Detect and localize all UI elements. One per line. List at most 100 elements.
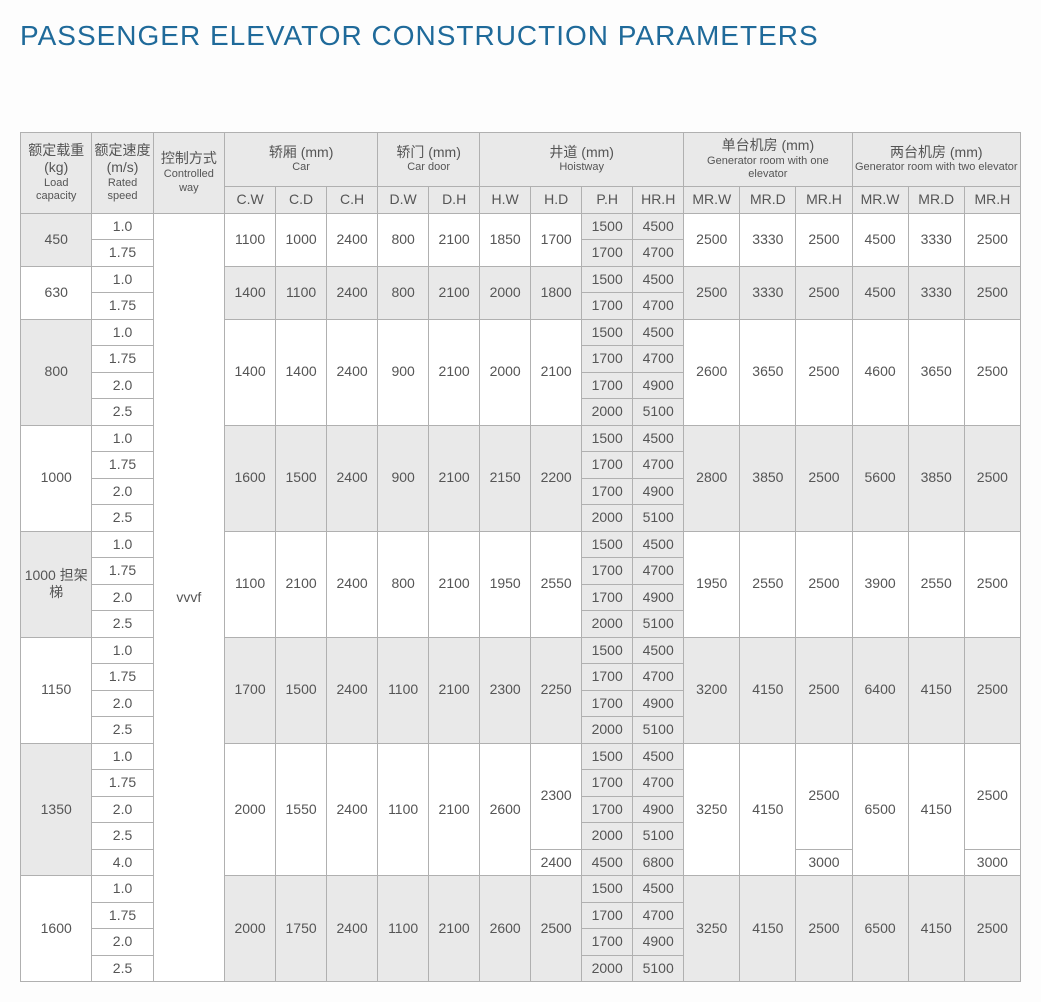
cell: 2300 — [480, 637, 531, 743]
cell: 1700 — [582, 558, 633, 585]
cell: 2500 — [964, 266, 1020, 319]
cell: 2.5 — [92, 399, 153, 426]
cell: 6400 — [852, 637, 908, 743]
cell: 2.5 — [92, 955, 153, 982]
parameters-table: 额定载重 (kg)Load capacity 额定速度 (m/s)Rated s… — [20, 132, 1021, 982]
cell: 4900 — [633, 372, 684, 399]
cell: 4700 — [633, 346, 684, 373]
cell: 2.0 — [92, 796, 153, 823]
cell: 3250 — [684, 876, 740, 982]
cell: 2500 — [964, 213, 1020, 266]
table-row: 4501.0vvvf110010002400800210018501700150… — [21, 213, 1021, 240]
cell: 2000 — [582, 505, 633, 532]
cell: 2.5 — [92, 611, 153, 638]
cell: 2500 — [964, 425, 1020, 531]
sub-hw: H.W — [480, 187, 531, 214]
cell: 3850 — [740, 425, 796, 531]
cell: 2000 — [225, 876, 276, 982]
cell: 800 — [21, 319, 92, 425]
cell: 1700 — [582, 796, 633, 823]
cell: 1400 — [225, 266, 276, 319]
cell: 2.5 — [92, 823, 153, 850]
cell: 2500 — [684, 266, 740, 319]
cell: 1700 — [582, 372, 633, 399]
cell: 1500 — [582, 319, 633, 346]
cell: 2300 — [531, 743, 582, 849]
cell: 1100 — [225, 531, 276, 637]
cell: 4900 — [633, 690, 684, 717]
cell: 2100 — [429, 266, 480, 319]
cell: 3330 — [908, 266, 964, 319]
cell: 800 — [378, 531, 429, 637]
cell: 1100 — [378, 637, 429, 743]
cell: 2500 — [796, 266, 852, 319]
cell: 800 — [378, 213, 429, 266]
cell: 1700 — [582, 478, 633, 505]
cell: 1100 — [378, 876, 429, 982]
cell: 2500 — [964, 743, 1020, 849]
cell: 2550 — [908, 531, 964, 637]
cell: 2100 — [429, 213, 480, 266]
cell: 2400 — [327, 425, 378, 531]
cell: 1500 — [582, 425, 633, 452]
cell: 4500 — [633, 425, 684, 452]
cell: 6500 — [852, 876, 908, 982]
cell: 630 — [21, 266, 92, 319]
cell: 4500 — [633, 876, 684, 903]
cell: 4900 — [633, 478, 684, 505]
sub-cw: C.W — [225, 187, 276, 214]
cell: 4700 — [633, 240, 684, 267]
cell: 2550 — [740, 531, 796, 637]
cell: 1000 担架梯 — [21, 531, 92, 637]
cell: 2000 — [582, 717, 633, 744]
cell: 4150 — [740, 743, 796, 876]
cell: 2500 — [964, 876, 1020, 982]
hdr-gen2: 两台机房 (mm)Generator room with two elevato… — [852, 133, 1020, 187]
cell: 4150 — [908, 743, 964, 876]
cell: 2000 — [225, 743, 276, 876]
cell: 1500 — [582, 531, 633, 558]
cell: 1700 — [582, 452, 633, 479]
cell: 2500 — [964, 531, 1020, 637]
cell: 1400 — [276, 319, 327, 425]
sub-mrw2: MR.W — [852, 187, 908, 214]
cell: 4500 — [633, 319, 684, 346]
cell: 5600 — [852, 425, 908, 531]
cell: 1.0 — [92, 319, 153, 346]
cell: 2.0 — [92, 690, 153, 717]
sub-mrh2: MR.H — [964, 187, 1020, 214]
cell: 900 — [378, 319, 429, 425]
cell: 1500 — [582, 743, 633, 770]
cell: 4700 — [633, 664, 684, 691]
cell: 4150 — [908, 876, 964, 982]
hdr-door: 轿门 (mm)Car door — [378, 133, 480, 187]
cell: 3330 — [740, 266, 796, 319]
hdr-speed: 额定速度 (m/s)Rated speed — [92, 133, 153, 214]
cell: 4700 — [633, 558, 684, 585]
cell: 2400 — [327, 531, 378, 637]
cell: 2.5 — [92, 505, 153, 532]
cell: 1350 — [21, 743, 92, 876]
cell: 1700 — [582, 346, 633, 373]
cell: 4.0 — [92, 849, 153, 876]
cell: 3000 — [796, 849, 852, 876]
cell: 4500 — [633, 266, 684, 293]
cell: 2150 — [480, 425, 531, 531]
cell: 1850 — [480, 213, 531, 266]
cell: 1.0 — [92, 213, 153, 240]
page-title: PASSENGER ELEVATOR CONSTRUCTION PARAMETE… — [20, 20, 1021, 52]
cell: 2000 — [582, 823, 633, 850]
cell: 1000 — [276, 213, 327, 266]
sub-hd: H.D — [531, 187, 582, 214]
cell: 1.75 — [92, 240, 153, 267]
cell: 2100 — [429, 425, 480, 531]
cell: 5100 — [633, 955, 684, 982]
cell: 4900 — [633, 929, 684, 956]
cell: 5100 — [633, 399, 684, 426]
cell: 4150 — [908, 637, 964, 743]
cell: 4500 — [852, 266, 908, 319]
cell: 4500 — [633, 213, 684, 240]
cell: 1700 — [582, 664, 633, 691]
cell: 1500 — [582, 876, 633, 903]
cell: 3900 — [852, 531, 908, 637]
